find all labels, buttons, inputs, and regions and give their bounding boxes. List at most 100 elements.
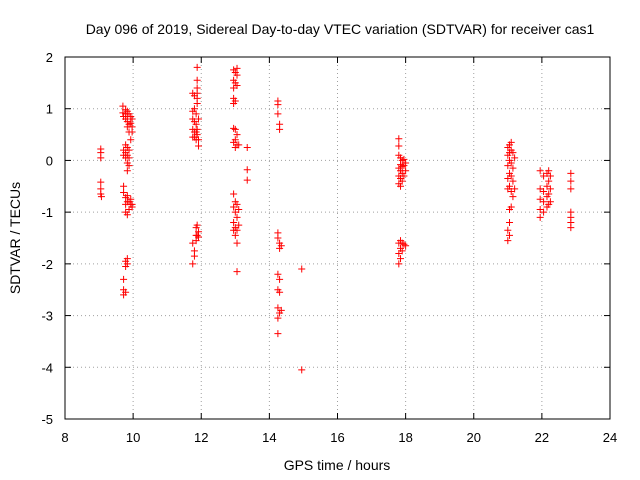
data-point-marker [123, 211, 131, 219]
data-point-marker [195, 233, 203, 241]
chart-title: Day 096 of 2019, Sidereal Day-to-day VTE… [86, 21, 595, 37]
data-point-marker [540, 198, 548, 206]
data-point-marker [233, 268, 241, 276]
data-point-marker [231, 125, 239, 133]
data-point-marker [193, 63, 201, 71]
x-tick-label: 14 [262, 430, 276, 445]
data-point-marker [125, 162, 133, 170]
data-point-marker [395, 142, 403, 150]
data-point-marker [193, 131, 201, 139]
data-point-marker [536, 213, 544, 221]
data-point-marker [398, 177, 406, 185]
data-point-marker [231, 136, 239, 144]
data-point-marker [230, 218, 238, 226]
data-point-marker [402, 159, 410, 167]
x-tick-label: 10 [126, 430, 140, 445]
data-point-marker [507, 203, 515, 211]
x-tick-label: 18 [398, 430, 412, 445]
data-point-marker [298, 265, 306, 273]
data-point-marker [546, 185, 554, 193]
data-point-marker [193, 231, 201, 239]
data-point-marker [274, 330, 282, 338]
data-point-marker [97, 193, 105, 201]
data-point-marker [195, 142, 203, 150]
data-point-marker [276, 275, 284, 283]
data-point-marker [276, 288, 284, 296]
data-point-marker [540, 187, 548, 195]
data-point-marker [274, 101, 282, 109]
data-point-marker [233, 213, 241, 221]
data-point-marker [235, 206, 243, 214]
data-point-marker [231, 231, 239, 239]
data-point-marker [540, 208, 548, 216]
data-point-marker [509, 177, 517, 185]
data-point-marker [511, 185, 519, 193]
data-point-marker [97, 154, 105, 162]
data-point-marker [123, 192, 131, 200]
data-point-marker [545, 177, 553, 185]
data-point-marker [233, 226, 241, 234]
data-point-marker [276, 125, 284, 133]
data-point-marker [397, 255, 405, 263]
y-tick-label: 0 [46, 153, 53, 168]
data-point-marker [192, 237, 200, 245]
data-point-marker [504, 237, 512, 245]
data-point-marker [192, 120, 200, 128]
data-point-marker [507, 172, 515, 180]
data-point-marker [402, 167, 410, 175]
data-point-marker [189, 260, 197, 268]
data-point-marker [122, 288, 130, 296]
data-point-marker [398, 163, 406, 171]
data-point-marker [567, 185, 575, 193]
data-point-marker [298, 366, 306, 374]
data-point-marker [128, 203, 136, 211]
data-point-marker [506, 231, 514, 239]
data-point-marker [97, 178, 105, 186]
data-point-marker [123, 260, 131, 268]
data-point-marker [230, 190, 238, 198]
data-point-marker [567, 169, 575, 177]
data-point-marker [395, 135, 403, 143]
data-point-marker [119, 102, 127, 110]
data-point-marker [233, 71, 241, 79]
data-point-marker [509, 149, 517, 157]
data-point-marker [231, 97, 239, 105]
data-point-marker [233, 64, 241, 72]
x-tick-label: 12 [194, 430, 208, 445]
data-point-marker [274, 110, 282, 118]
data-point-marker [274, 270, 282, 278]
y-tick-label: -2 [41, 257, 53, 272]
data-point-marker [233, 131, 241, 139]
data-point-marker [120, 182, 128, 190]
data-point-marker [195, 136, 203, 144]
data-point-marker [190, 252, 198, 260]
data-point-marker [128, 128, 136, 136]
data-point-marker [402, 242, 410, 250]
data-point-marker [397, 182, 405, 190]
data-point-marker [120, 275, 128, 283]
data-point-marker [546, 172, 554, 180]
x-tick-label: 8 [61, 430, 68, 445]
data-point-marker [509, 193, 517, 201]
data-point-marker [243, 176, 251, 184]
x-tick-label: 22 [535, 430, 549, 445]
data-point-marker [511, 154, 519, 162]
data-point-marker [127, 119, 135, 127]
data-point-marker [400, 155, 408, 163]
data-point-marker [233, 200, 241, 208]
data-point-marker [509, 164, 517, 172]
x-axis-tick-labels: 8 10 12 14 16 18 20 22 24 [61, 430, 617, 445]
y-tick-label: -3 [41, 309, 53, 324]
x-tick-label: 24 [603, 430, 617, 445]
data-point-marker [545, 190, 553, 198]
y-tick-label: 2 [46, 50, 53, 65]
data-point-marker [506, 218, 514, 226]
y-axis-label: SDTVAR / TECUs [7, 182, 23, 294]
data-point-marker [274, 234, 282, 242]
grid-lines [65, 57, 610, 419]
data-point-marker [567, 177, 575, 185]
data-point-marker [567, 224, 575, 232]
x-tick-label: 16 [330, 430, 344, 445]
data-point-marker [243, 166, 251, 174]
